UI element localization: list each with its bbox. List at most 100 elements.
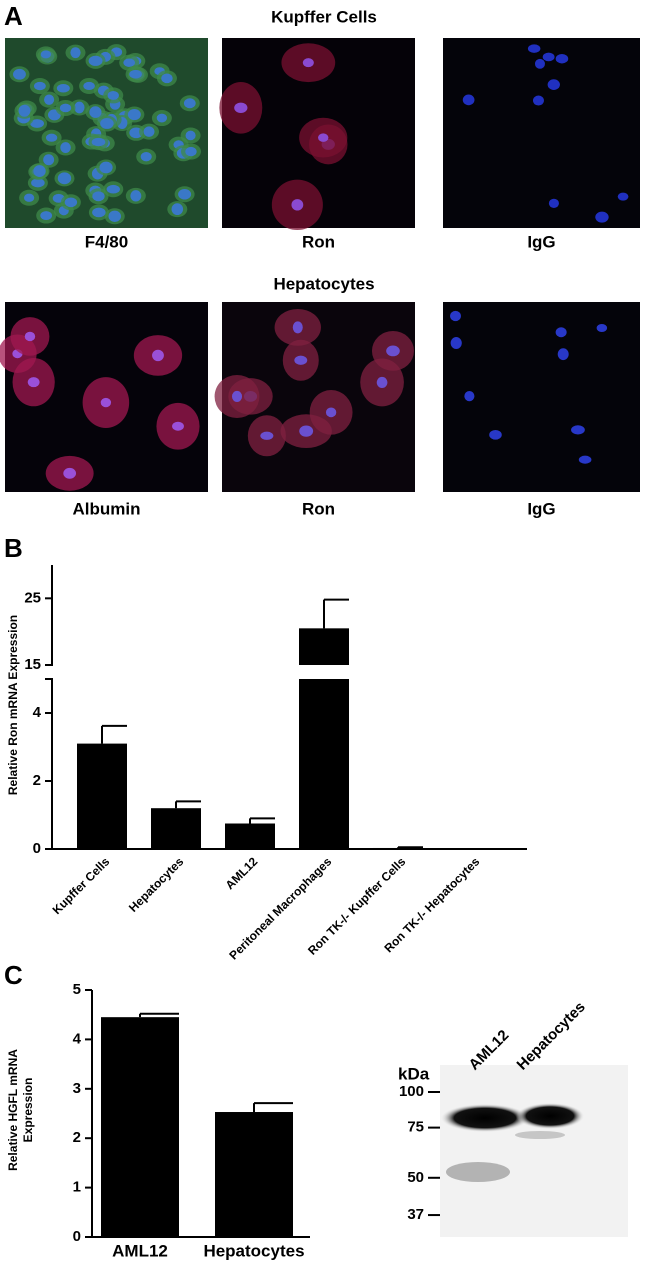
nucleus [299, 425, 314, 437]
marker-label: 50 [407, 1169, 424, 1186]
nucleus [291, 199, 304, 211]
panel-label: B [4, 533, 23, 563]
nucleus [43, 154, 55, 166]
nucleus [156, 113, 168, 123]
bar [215, 1112, 293, 1237]
nucleus [595, 211, 609, 223]
nucleus [23, 193, 35, 202]
nucleus [260, 431, 274, 440]
nucleus [70, 47, 81, 59]
nucleus [13, 68, 26, 80]
blot [440, 1065, 628, 1237]
nucleus [59, 103, 72, 113]
nucleus [74, 101, 85, 114]
nucleus [127, 108, 141, 121]
image-label: Albumin [73, 499, 141, 518]
nucleus [292, 321, 303, 334]
nucleus [60, 142, 71, 153]
nucleus [185, 146, 197, 157]
nucleus [130, 190, 142, 202]
nucleus [302, 58, 314, 68]
x-tick-label: Hepatocytes [203, 1241, 304, 1260]
nucleus [571, 425, 585, 435]
nucleus [18, 104, 31, 117]
nucleus [534, 58, 545, 69]
panel-label: A [4, 1, 23, 31]
nucleus [464, 390, 475, 402]
unit-label: kDa [398, 1064, 430, 1083]
nucleus [56, 83, 70, 93]
nucleus [100, 397, 112, 408]
micrograph [443, 38, 640, 228]
nucleus [555, 327, 567, 338]
nucleus [450, 337, 462, 350]
nucleus [30, 119, 45, 128]
bar [77, 743, 127, 849]
image-label: IgG [527, 232, 555, 251]
nucleus [161, 73, 173, 84]
nucleus [45, 133, 58, 142]
bar [225, 823, 275, 849]
nucleus [107, 90, 119, 100]
error-bar [139, 1012, 179, 1018]
bar [151, 808, 201, 849]
nucleus [596, 323, 608, 332]
nucleus [183, 98, 196, 109]
error-bar [101, 724, 127, 744]
band [446, 1162, 510, 1182]
nucleus [532, 95, 544, 106]
nucleus [489, 430, 502, 440]
y-tick-label: 2 [33, 772, 41, 789]
nucleus [92, 191, 105, 202]
image-label: Ron [302, 499, 335, 518]
x-tick-label: AML12 [223, 854, 261, 892]
bar [101, 1017, 179, 1237]
nucleus [31, 178, 45, 188]
nucleus [63, 467, 77, 479]
nucleus [100, 118, 114, 129]
nucleus [44, 94, 55, 105]
nucleus [88, 55, 103, 66]
nucleus [234, 102, 248, 114]
x-tick-label: Hepatocytes [126, 854, 187, 915]
nucleus [108, 210, 122, 222]
y-tick-label: 2 [73, 1129, 81, 1146]
nucleus [231, 390, 243, 403]
error-bar [175, 800, 201, 809]
nucleus [325, 407, 337, 418]
y-tick-label: 0 [73, 1228, 81, 1245]
nucleus [129, 69, 142, 79]
nucleus [83, 81, 95, 91]
y-tick-label: 15 [24, 656, 41, 673]
y-axis-title: Relative HGFL mRNA [6, 1049, 20, 1171]
micrograph [443, 302, 640, 492]
image-label: Ron [302, 232, 335, 251]
y-tick-label: 4 [33, 704, 42, 721]
y-tick-label: 4 [73, 1030, 82, 1047]
bar [373, 847, 423, 849]
nucleus [547, 79, 560, 90]
nucleus [24, 331, 36, 342]
nucleus [92, 207, 106, 218]
nucleus [152, 349, 164, 362]
marker-label: 37 [407, 1206, 424, 1223]
band [516, 1103, 584, 1129]
nucleus [40, 211, 53, 221]
nucleus [578, 455, 592, 464]
nucleus [376, 376, 388, 389]
nucleus [172, 421, 184, 431]
nucleus [27, 377, 40, 388]
x-tick-label: AML12 [112, 1241, 168, 1260]
error-bar [253, 1102, 293, 1113]
image-label: F4/80 [85, 232, 128, 251]
nucleus [527, 44, 541, 53]
nucleus [294, 355, 308, 365]
nucleus [106, 184, 120, 194]
nucleus [40, 50, 52, 59]
nucleus [64, 197, 78, 208]
x-tick-label: Kupffer Cells [50, 854, 113, 917]
y-tick-label: 5 [73, 981, 81, 998]
error-bar [249, 817, 275, 824]
nucleus [33, 165, 46, 177]
